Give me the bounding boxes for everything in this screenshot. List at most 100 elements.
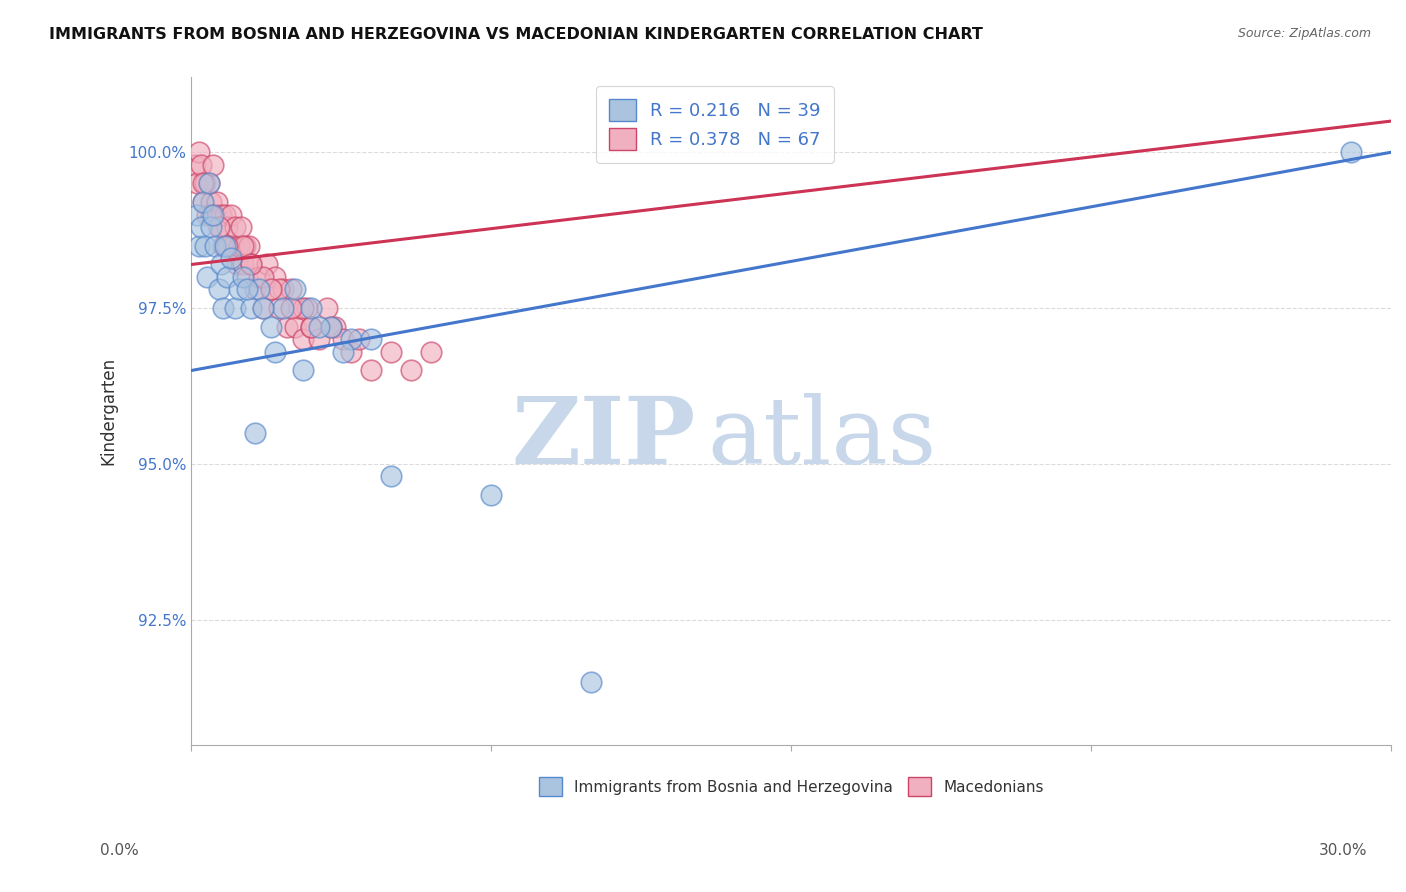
Point	[190, 158, 212, 172]
Point	[260, 319, 283, 334]
Point	[198, 177, 221, 191]
Point	[360, 363, 382, 377]
Point	[232, 269, 254, 284]
Point	[218, 239, 240, 253]
Point	[245, 282, 267, 296]
Point	[212, 301, 235, 315]
Point	[221, 252, 243, 266]
Point	[308, 332, 330, 346]
Point	[222, 239, 245, 253]
Point	[332, 332, 354, 346]
Point	[401, 363, 423, 377]
Point	[186, 208, 208, 222]
Point	[349, 332, 371, 346]
Point	[340, 344, 363, 359]
Point	[208, 220, 231, 235]
Point	[264, 344, 287, 359]
Point	[214, 208, 236, 222]
Point	[193, 177, 215, 191]
Point	[207, 195, 229, 210]
Point	[579, 675, 602, 690]
Point	[252, 301, 274, 315]
Point	[200, 208, 222, 222]
Point	[1340, 145, 1362, 160]
Point	[332, 344, 354, 359]
Point	[217, 220, 239, 235]
Point	[340, 332, 363, 346]
Point	[208, 220, 231, 235]
Point	[316, 301, 339, 315]
Point	[209, 208, 232, 222]
Point	[212, 239, 235, 253]
Point	[233, 239, 256, 253]
Point	[380, 469, 402, 483]
Point	[297, 301, 319, 315]
Point	[360, 332, 382, 346]
Point	[479, 488, 502, 502]
Point	[420, 344, 443, 359]
Text: IMMIGRANTS FROM BOSNIA AND HERZEGOVINA VS MACEDONIAN KINDERGARTEN CORRELATION CH: IMMIGRANTS FROM BOSNIA AND HERZEGOVINA V…	[49, 27, 983, 42]
Point	[232, 239, 254, 253]
Point	[236, 282, 259, 296]
Point	[280, 301, 302, 315]
Point	[224, 301, 246, 315]
Point	[240, 258, 263, 272]
Point	[208, 282, 231, 296]
Text: 30.0%: 30.0%	[1319, 843, 1367, 858]
Point	[188, 239, 211, 253]
Legend: Immigrants from Bosnia and Herzegovina, Macedonians: Immigrants from Bosnia and Herzegovina, …	[531, 770, 1052, 804]
Point	[217, 269, 239, 284]
Point	[280, 282, 302, 296]
Point	[247, 269, 270, 284]
Point	[252, 301, 274, 315]
Point	[284, 319, 307, 334]
Point	[190, 220, 212, 235]
Point	[321, 319, 343, 334]
Point	[204, 239, 226, 253]
Point	[202, 208, 225, 222]
Point	[186, 177, 208, 191]
Point	[184, 158, 207, 172]
Point	[236, 269, 259, 284]
Point	[245, 425, 267, 440]
Point	[195, 208, 218, 222]
Point	[194, 239, 217, 253]
Point	[240, 258, 263, 272]
Point	[214, 239, 236, 253]
Point	[260, 282, 283, 296]
Text: atlas: atlas	[707, 392, 936, 483]
Point	[321, 319, 343, 334]
Point	[256, 258, 278, 272]
Text: 0.0%: 0.0%	[100, 843, 139, 858]
Point	[193, 195, 215, 210]
Point	[299, 319, 322, 334]
Point	[247, 282, 270, 296]
Point	[299, 319, 322, 334]
Point	[264, 269, 287, 284]
Point	[252, 269, 274, 284]
Text: ZIP: ZIP	[510, 392, 695, 483]
Point	[292, 363, 315, 377]
Point	[204, 208, 226, 222]
Point	[238, 239, 260, 253]
Y-axis label: Kindergarten: Kindergarten	[100, 357, 117, 465]
Point	[200, 220, 222, 235]
Point	[194, 177, 217, 191]
Point	[188, 145, 211, 160]
Point	[226, 258, 249, 272]
Point	[231, 220, 253, 235]
Point	[292, 332, 315, 346]
Point	[292, 301, 315, 315]
Point	[380, 344, 402, 359]
Point	[200, 195, 222, 210]
Point	[193, 195, 215, 210]
Point	[299, 301, 322, 315]
Point	[221, 208, 243, 222]
Point	[202, 158, 225, 172]
Point	[224, 220, 246, 235]
Point	[276, 319, 298, 334]
Point	[271, 301, 294, 315]
Point	[308, 319, 330, 334]
Point	[217, 239, 239, 253]
Point	[198, 177, 221, 191]
